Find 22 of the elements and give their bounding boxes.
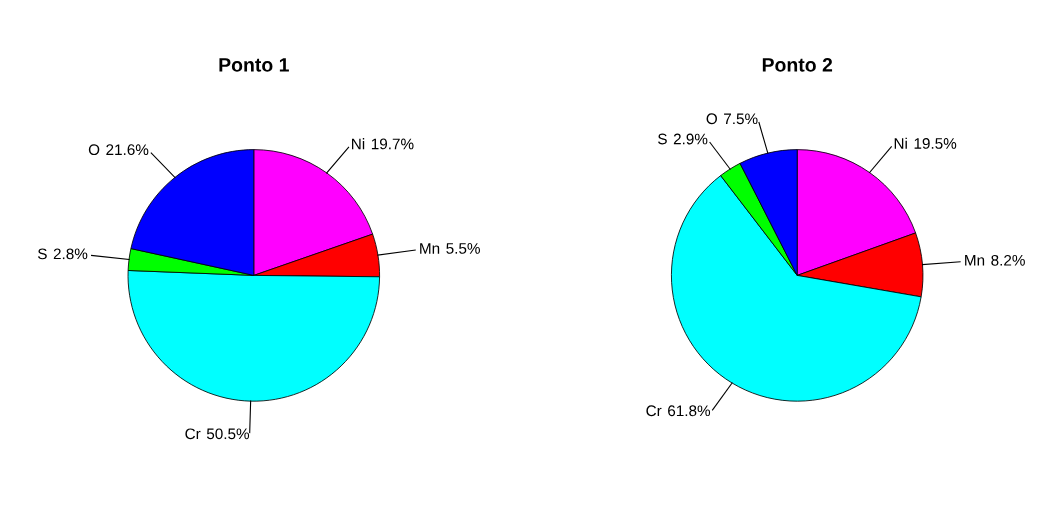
slice-label: Mn bbox=[965, 255, 985, 266]
slice-label: S bbox=[658, 133, 667, 145]
data-label: 21.6% bbox=[106, 144, 149, 156]
data-label: 8.2% bbox=[991, 254, 1025, 266]
slice-label: O bbox=[706, 113, 717, 125]
chart-title: Ponto 2 bbox=[762, 57, 833, 72]
slice-label: O bbox=[88, 144, 100, 156]
data-label: 5.5% bbox=[446, 243, 480, 254]
slice-label: Cr bbox=[646, 405, 662, 417]
data-label: 61.8% bbox=[668, 405, 711, 417]
slice-label: Ni bbox=[894, 137, 907, 149]
data-label: 7.5% bbox=[724, 113, 758, 125]
data-label: 2.8% bbox=[53, 248, 88, 260]
slice-label: Cr bbox=[185, 428, 201, 440]
data-label: 19.5% bbox=[914, 138, 957, 149]
slice-label: Ni bbox=[352, 138, 365, 150]
slice-label: S bbox=[37, 248, 47, 260]
slice-label: Mn bbox=[420, 243, 440, 254]
chart-title: Ponto 1 bbox=[219, 58, 289, 72]
data-label: 2.9% bbox=[673, 133, 708, 145]
data-label: 19.7% bbox=[371, 138, 414, 150]
data-label: 50.5% bbox=[206, 428, 250, 440]
